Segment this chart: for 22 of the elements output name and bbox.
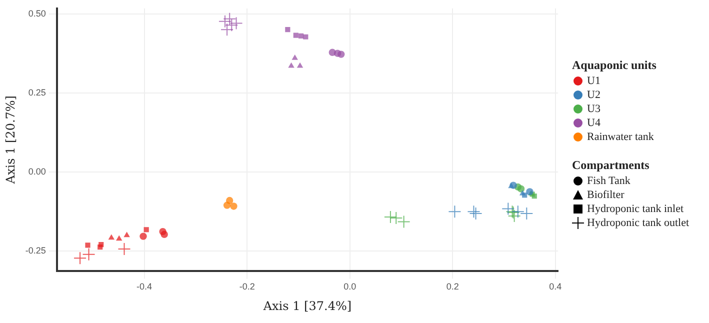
legend-label: U4: [586, 116, 602, 130]
x-tick-label: 0.2: [446, 282, 459, 292]
legend-label: U1: [586, 74, 602, 88]
x-axis-title: Axis 1 [37.4%]: [262, 298, 352, 313]
y-tick-label: 0.25: [28, 87, 46, 98]
y-axis-title: Axis 1 [20.7%]: [3, 96, 18, 185]
x-tick-label: 0.0: [344, 282, 356, 292]
x-tick-label: 0.4: [549, 282, 562, 292]
legend-label: Hydroponic tank outlet: [586, 216, 690, 230]
legend-label: U3: [586, 102, 602, 116]
x-tick-label: -0.4: [136, 282, 152, 292]
legend-label: Fish Tank: [586, 174, 632, 188]
text: Compartments: [572, 158, 650, 172]
x-tick-label: -0.2: [239, 282, 255, 292]
legend-label: Rainwater tank: [586, 130, 655, 144]
legend-label: Biofilter: [586, 188, 626, 202]
legend-label: Hydroponic tank inlet: [586, 202, 685, 216]
legend-label: U2: [586, 88, 602, 102]
y-tick-label: 0.50: [28, 8, 46, 18]
legend-title: Aquaponic units: [572, 58, 658, 72]
y-tick-label: -0.25: [25, 246, 46, 256]
y-tick-label: 0.00: [28, 166, 46, 177]
